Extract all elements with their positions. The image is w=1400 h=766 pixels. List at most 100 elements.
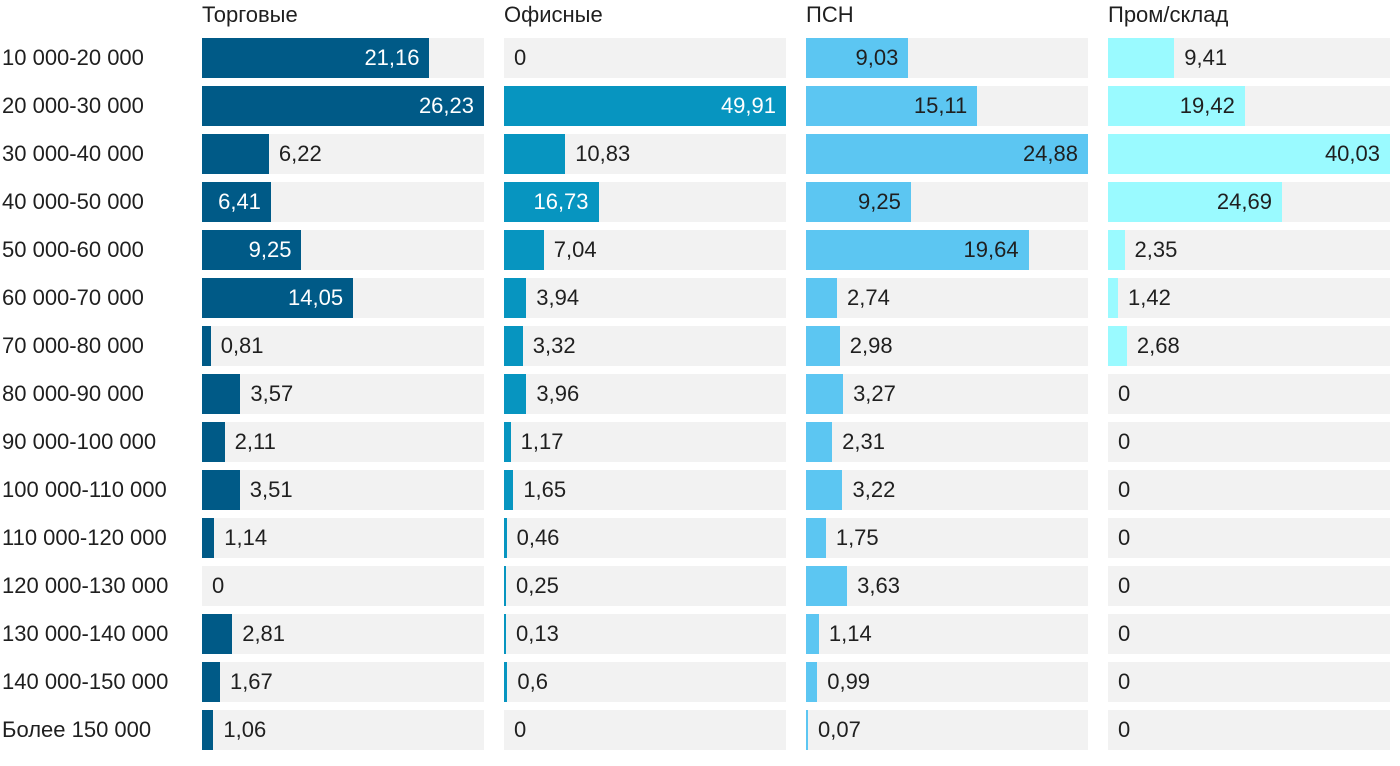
bar: [504, 134, 566, 174]
bar-track: 2,98: [806, 326, 1088, 366]
bar-track: 0,13: [504, 614, 786, 654]
bar: [202, 422, 225, 462]
data-label: 49,91: [720, 93, 776, 118]
data-label: 2,68: [1136, 333, 1180, 358]
data-label: 3,57: [250, 381, 294, 406]
bar: [806, 230, 1029, 270]
category-label: 30 000-40 000: [2, 141, 144, 166]
data-label: 0,25: [516, 573, 559, 598]
bar: [202, 230, 302, 270]
panel-title: ПСН: [806, 2, 854, 27]
bar-track: 1,17: [504, 422, 786, 462]
data-label: 9,25: [858, 189, 901, 214]
bar: [806, 422, 833, 462]
data-label: 9,25: [248, 237, 292, 262]
data-label: 10,83: [575, 141, 631, 166]
bar-track: 6,41: [202, 182, 484, 222]
bar-track: 10,83: [504, 134, 786, 174]
bar-track: 9,03: [806, 38, 1088, 78]
data-label: 0: [1118, 621, 1131, 646]
bar: [202, 182, 271, 222]
data-label: 2,98: [849, 333, 893, 358]
bar: [202, 662, 220, 702]
bar-track: 6,22: [202, 134, 484, 174]
bar-track: 21,16: [202, 38, 484, 78]
data-label: 15,11: [913, 93, 968, 118]
data-label: 14,05: [288, 285, 344, 310]
bar: [504, 470, 514, 510]
data-label: 2,31: [842, 429, 885, 454]
data-label: 1,14: [224, 525, 268, 550]
data-label: 3,63: [857, 573, 900, 598]
bar: [504, 566, 506, 606]
data-label: 0,99: [827, 669, 871, 694]
bar: [504, 422, 511, 462]
bar: [504, 518, 507, 558]
data-label: 0: [514, 45, 527, 70]
bar-track: 0,25: [504, 566, 786, 606]
data-label: 19,64: [963, 237, 1019, 262]
bar: [1108, 182, 1282, 222]
bar-track: 0: [1108, 422, 1390, 462]
category-label: 50 000-60 000: [2, 237, 144, 262]
data-label: 1,67: [229, 669, 273, 694]
data-label: 0,46: [516, 525, 560, 550]
category-label: Более 150 000: [2, 717, 152, 742]
data-label: 0: [514, 717, 527, 742]
panel-title: Торговые: [202, 2, 298, 27]
category-label: 120 000-130 000: [2, 573, 169, 598]
bar: [806, 134, 1088, 174]
category-label: 70 000-80 000: [2, 333, 144, 358]
bar-track: 0,99: [806, 662, 1088, 702]
bar-track: 15,11: [806, 86, 1088, 126]
bar: [806, 614, 819, 654]
data-label: 6,41: [218, 189, 261, 214]
data-label: 3,96: [536, 381, 580, 406]
bar: [1108, 230, 1125, 270]
bar-track: 2,11: [202, 422, 484, 462]
bar-track: 2,74: [806, 278, 1088, 318]
bar-track: 0: [1108, 566, 1390, 606]
data-label: 7,04: [553, 237, 597, 262]
bar-track: 1,06: [202, 710, 484, 750]
bar: [504, 374, 527, 414]
category-label: 110 000-120 000: [2, 525, 167, 550]
bar: [806, 38, 909, 78]
data-label: 24,88: [1022, 141, 1078, 166]
data-label: 0: [1118, 429, 1131, 454]
data-label: 0: [1118, 525, 1131, 550]
bar-track: 2,81: [202, 614, 484, 654]
bar-track: 0: [1108, 710, 1390, 750]
panel-title: Пром/склад: [1108, 2, 1229, 27]
data-label: 1,42: [1128, 285, 1171, 310]
data-label: 0: [1118, 717, 1131, 742]
bar-track: 9,25: [806, 182, 1088, 222]
bar-track: 26,23: [202, 86, 484, 126]
bar-track: 1,14: [202, 518, 484, 558]
data-label: 3,22: [852, 477, 896, 502]
bar-track: 0: [504, 710, 786, 750]
bar: [202, 614, 233, 654]
category-label: 40 000-50 000: [2, 189, 144, 214]
bar: [806, 518, 826, 558]
category-label: 80 000-90 000: [2, 381, 144, 406]
bar-track: 0: [504, 38, 786, 78]
panel-title: Офисные: [504, 2, 603, 27]
data-label: 0,6: [517, 669, 548, 694]
data-label: 40,03: [1324, 141, 1380, 166]
bar-track: 0: [1108, 470, 1390, 510]
data-label: 0: [212, 573, 225, 598]
bar: [1108, 326, 1127, 366]
bar: [1108, 134, 1390, 174]
bar-track: 3,96: [504, 374, 786, 414]
bar: [202, 710, 214, 750]
bar: [202, 38, 430, 78]
bar-track: 0: [1108, 518, 1390, 558]
data-label: 3,27: [853, 381, 896, 406]
bar: [202, 134, 269, 174]
data-label: 16,73: [533, 189, 589, 214]
category-label: 20 000-30 000: [2, 93, 144, 118]
bar-track: 3,32: [504, 326, 786, 366]
bar: [806, 662, 818, 702]
